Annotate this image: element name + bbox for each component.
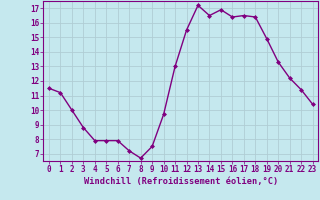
X-axis label: Windchill (Refroidissement éolien,°C): Windchill (Refroidissement éolien,°C) xyxy=(84,177,278,186)
